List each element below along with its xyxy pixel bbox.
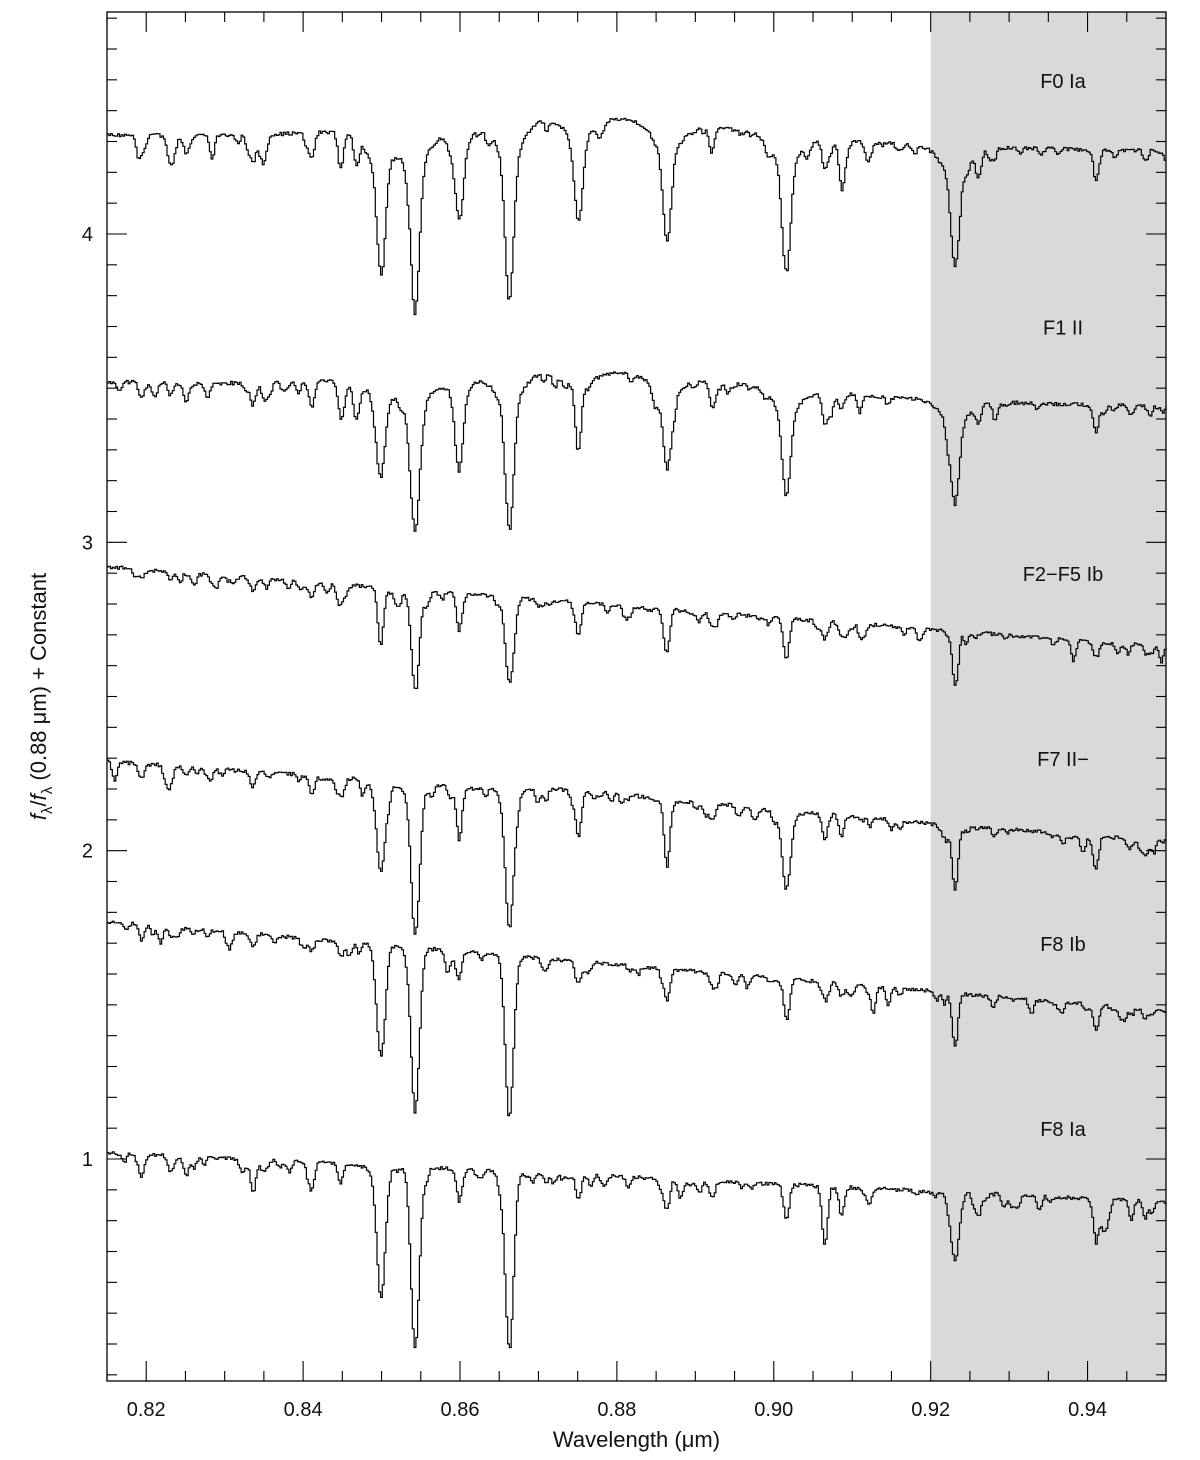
series-label: F8 Ia xyxy=(1040,1119,1086,1141)
y-axis-title-f1: f xyxy=(26,811,51,820)
y-axis-title-sub1: λ xyxy=(39,806,56,814)
x-tick-label: 0.88 xyxy=(597,1399,636,1421)
spectrum-line-2 xyxy=(107,565,1167,689)
shaded-region xyxy=(930,12,1166,1381)
series-label: F2−F5 Ib xyxy=(1023,564,1104,586)
plot-frame xyxy=(106,11,1167,1382)
spectrum-line-3 xyxy=(107,759,1167,935)
y-tick-label: 4 xyxy=(82,224,93,246)
x-axis-title: Wavelength (μm) xyxy=(553,1427,720,1452)
spectrum-line-5 xyxy=(107,1151,1167,1349)
x-tick-label: 0.92 xyxy=(911,1399,950,1421)
x-tick-label: 0.84 xyxy=(284,1399,323,1421)
spectrum-line-1 xyxy=(107,371,1167,532)
y-tick-label: 3 xyxy=(82,532,93,554)
series-label: F7 II− xyxy=(1037,749,1089,771)
y-axis-title-slash: / xyxy=(26,799,51,806)
y-tick-label: 2 xyxy=(82,841,93,863)
y-tick-label: 1 xyxy=(82,1149,93,1171)
series-labels: F0 Ia F1 II F2−F5 Ib F7 II− F8 Ib F8 Ia xyxy=(1023,71,1104,1141)
x-tick-label: 0.82 xyxy=(127,1399,166,1421)
axis-ticks: 0.82 0.84 0.86 0.88 0.90 0.92 0.94 1 2 3 4 xyxy=(82,12,1167,1421)
spectrum-line-4 xyxy=(107,920,1167,1117)
spectrum-line-0 xyxy=(107,117,1167,316)
series-label: F0 Ia xyxy=(1040,71,1086,93)
y-axis-title-sub2: λ xyxy=(39,786,56,794)
series-label: F1 II xyxy=(1043,318,1083,340)
spectra-group xyxy=(107,117,1167,1349)
x-tick-label: 0.94 xyxy=(1068,1399,1107,1421)
x-tick-label: 0.86 xyxy=(441,1399,480,1421)
y-axis-title-rest: (0.88 μm) + Constant xyxy=(26,573,51,787)
y-axis-title-f2: f xyxy=(26,791,51,800)
y-axis-title: fλ/fλ (0.88 μm) + Constant xyxy=(26,573,56,820)
x-tick-label: 0.90 xyxy=(754,1399,793,1421)
series-label: F8 Ib xyxy=(1040,934,1086,956)
